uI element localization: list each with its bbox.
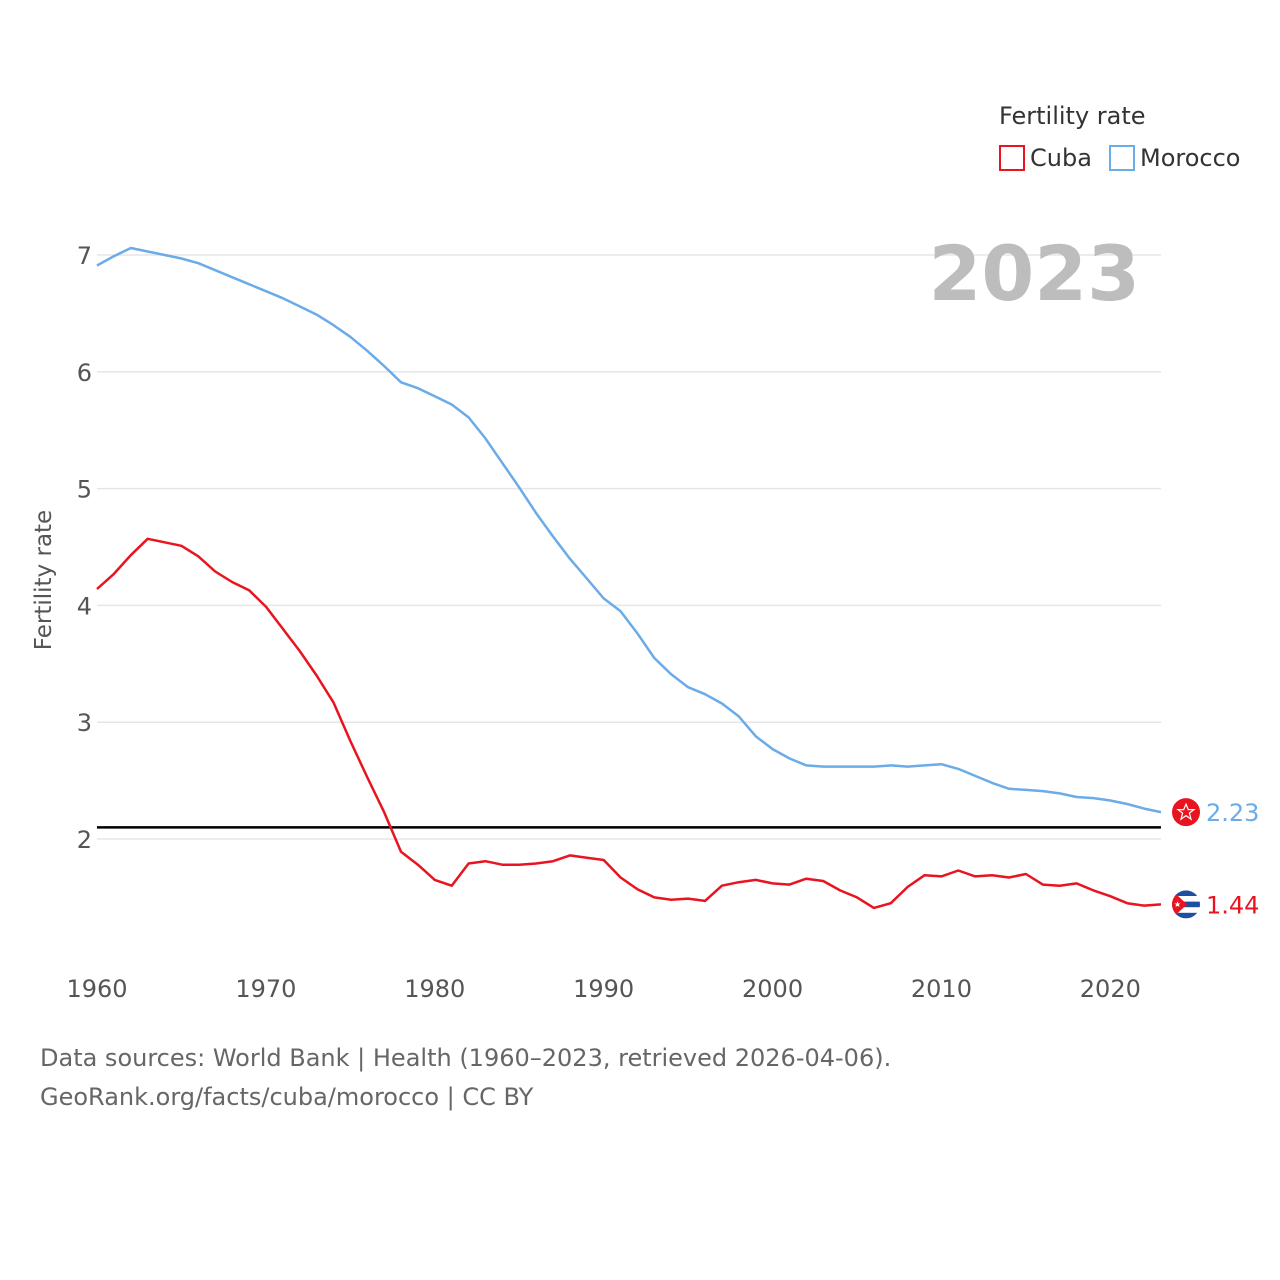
legend-swatch-morocco[interactable] xyxy=(1109,145,1135,171)
x-tick-label: 1980 xyxy=(404,975,465,1003)
x-tick-label: 1970 xyxy=(235,975,296,1003)
cuba-flag-icon xyxy=(1172,890,1200,919)
y-tick-label: 3 xyxy=(77,709,92,737)
y-tick-label: 7 xyxy=(77,242,92,270)
y-tick-label: 6 xyxy=(77,359,92,387)
grid-lines xyxy=(97,254,1161,840)
x-axis-ticks: 1960 1970 1980 1990 2000 2010 2020 xyxy=(66,975,1140,1003)
x-tick-label: 2000 xyxy=(742,975,803,1003)
x-tick-label: 1960 xyxy=(66,975,127,1003)
y-axis-title: Fertility rate xyxy=(31,510,57,650)
x-tick-label: 2020 xyxy=(1080,975,1141,1003)
footer-credit[interactable]: GeoRank.org/facts/cuba/morocco | CC BY xyxy=(40,1083,534,1111)
legend-title: Fertility rate xyxy=(999,102,1146,130)
y-tick-label: 2 xyxy=(77,826,92,854)
series-lines xyxy=(96,246,1162,910)
morocco-flag-icon xyxy=(1172,798,1200,827)
legend-label-morocco[interactable]: Morocco xyxy=(1140,144,1241,172)
series-line-morocco[interactable] xyxy=(96,246,1162,814)
x-tick-label: 2010 xyxy=(911,975,972,1003)
y-tick-label: 4 xyxy=(77,592,92,620)
legend: Fertility rate Cuba Morocco xyxy=(999,102,1241,172)
morocco-end-value: 2.23 xyxy=(1206,799,1259,827)
year-label: 2023 xyxy=(928,229,1140,318)
cuba-end-value: 1.44 xyxy=(1206,891,1259,919)
cuba-end-marker: 1.44 xyxy=(1172,890,1259,919)
footer-sources: Data sources: World Bank | Health (1960–… xyxy=(40,1044,892,1072)
x-tick-label: 1990 xyxy=(573,975,634,1003)
legend-swatch-cuba[interactable] xyxy=(999,145,1025,171)
morocco-end-marker: 2.23 xyxy=(1172,798,1259,827)
series-line-cuba[interactable] xyxy=(96,537,1162,910)
legend-label-cuba[interactable]: Cuba xyxy=(1030,144,1092,172)
y-tick-label: 5 xyxy=(77,476,92,504)
y-axis-ticks: 2 3 4 5 6 7 xyxy=(77,242,92,854)
